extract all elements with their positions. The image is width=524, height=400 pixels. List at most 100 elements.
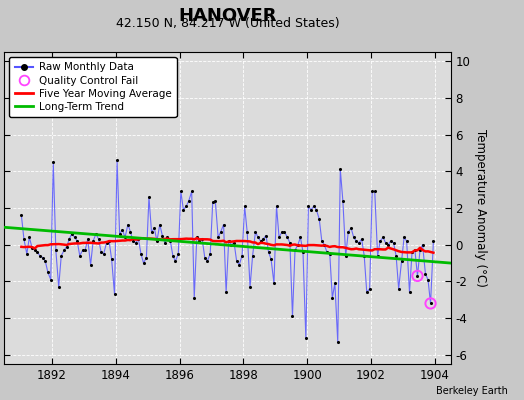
Point: [286, 240, 294, 246]
Point: [384, 242, 392, 248]
Point: [392, 252, 400, 259]
Point: [275, 234, 283, 240]
Point: [137, 251, 145, 257]
Point: [379, 234, 387, 240]
Point: [259, 236, 267, 242]
Point: [320, 242, 329, 248]
Point: [421, 271, 430, 277]
Point: [25, 234, 34, 240]
Point: [363, 289, 371, 296]
Point: [121, 234, 129, 240]
Point: [424, 276, 432, 283]
Point: [342, 252, 350, 259]
Point: [344, 229, 353, 235]
Point: [115, 230, 124, 237]
Point: [23, 251, 31, 257]
Point: [296, 234, 304, 240]
Point: [389, 240, 398, 246]
Point: [400, 234, 408, 240]
Point: [331, 280, 339, 286]
Point: [270, 280, 278, 286]
Point: [402, 238, 411, 244]
Point: [291, 247, 299, 254]
Point: [107, 256, 116, 262]
Y-axis label: Temperature Anomaly (°C): Temperature Anomaly (°C): [474, 129, 487, 287]
Point: [374, 252, 382, 259]
Point: [20, 236, 28, 242]
Point: [413, 273, 422, 279]
Point: [124, 221, 132, 228]
Point: [267, 256, 275, 262]
Legend: Raw Monthly Data, Quality Control Fail, Five Year Moving Average, Long-Term Tren: Raw Monthly Data, Quality Control Fail, …: [9, 57, 177, 117]
Point: [355, 240, 363, 246]
Point: [206, 251, 214, 257]
Point: [33, 249, 41, 255]
Point: [315, 216, 323, 222]
Point: [283, 234, 291, 240]
Point: [47, 276, 55, 283]
Point: [347, 225, 355, 231]
Point: [171, 258, 180, 264]
Point: [376, 238, 384, 244]
Point: [252, 229, 260, 235]
Point: [427, 300, 435, 307]
Point: [429, 238, 438, 244]
Point: [150, 225, 159, 231]
Point: [302, 335, 310, 342]
Point: [328, 295, 336, 301]
Point: [188, 188, 196, 195]
Point: [248, 252, 257, 259]
Point: [182, 203, 190, 209]
Point: [339, 198, 347, 204]
Point: [89, 238, 97, 244]
Point: [323, 249, 331, 255]
Point: [190, 295, 199, 301]
Point: [169, 252, 177, 259]
Point: [318, 238, 326, 244]
Point: [30, 247, 39, 254]
Point: [102, 240, 111, 246]
Point: [235, 262, 243, 268]
Point: [211, 198, 220, 204]
Point: [336, 166, 344, 173]
Point: [397, 258, 406, 264]
Point: [381, 240, 390, 246]
Point: [370, 188, 379, 195]
Point: [142, 254, 150, 261]
Point: [28, 245, 37, 252]
Point: [254, 234, 262, 240]
Point: [60, 247, 68, 254]
Text: Berkeley Earth: Berkeley Earth: [436, 386, 508, 396]
Point: [222, 289, 231, 296]
Point: [334, 339, 342, 345]
Point: [307, 207, 315, 213]
Point: [70, 234, 79, 240]
Point: [312, 207, 321, 213]
Point: [36, 252, 44, 259]
Point: [220, 221, 228, 228]
Point: [241, 203, 249, 209]
Point: [65, 236, 73, 242]
Point: [209, 199, 217, 206]
Point: [75, 252, 84, 259]
Point: [243, 229, 252, 235]
Point: [203, 258, 212, 264]
Point: [405, 289, 413, 296]
Point: [156, 221, 164, 228]
Point: [325, 251, 334, 257]
Point: [49, 159, 58, 165]
Point: [357, 236, 366, 242]
Point: [105, 238, 113, 244]
Point: [224, 238, 233, 244]
Point: [264, 249, 272, 255]
Point: [39, 254, 47, 261]
Point: [147, 229, 156, 235]
Text: HANOVER: HANOVER: [178, 8, 277, 26]
Point: [17, 212, 26, 218]
Point: [92, 230, 100, 237]
Point: [86, 262, 95, 268]
Point: [73, 238, 81, 244]
Point: [201, 254, 209, 261]
Point: [427, 300, 435, 307]
Point: [62, 243, 71, 250]
